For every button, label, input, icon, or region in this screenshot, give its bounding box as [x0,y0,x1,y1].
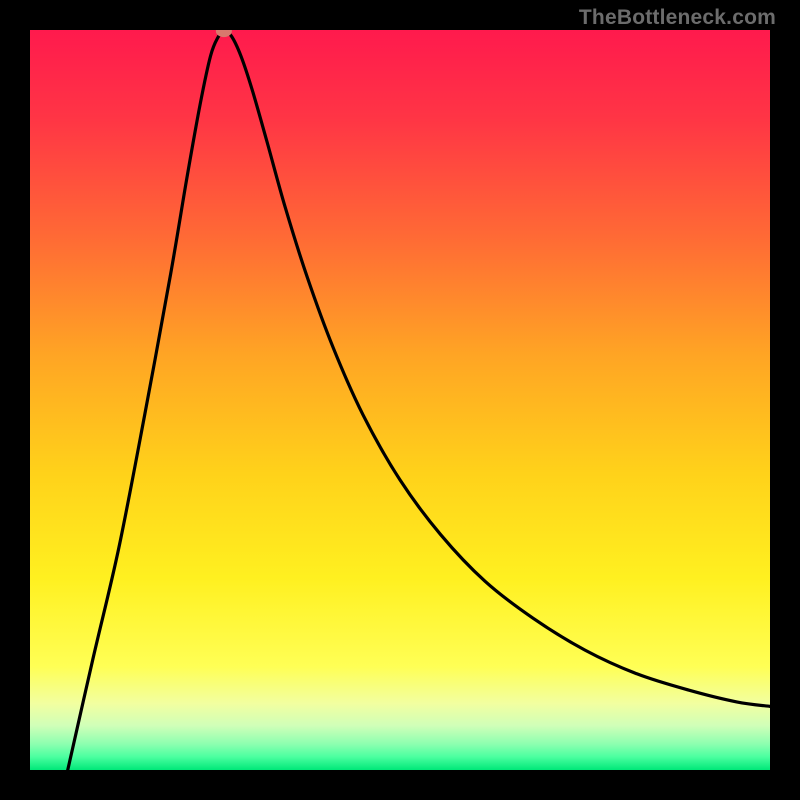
plot-area [30,30,770,770]
attribution-label: TheBottleneck.com [579,6,776,30]
chart-svg [30,30,770,770]
gradient-background [30,30,770,770]
chart-container: TheBottleneck.com [0,0,800,800]
